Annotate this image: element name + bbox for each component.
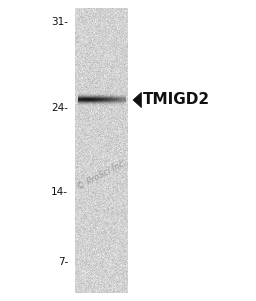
Text: 24-: 24- <box>51 103 68 113</box>
Polygon shape <box>133 92 142 108</box>
Text: TMIGD2: TMIGD2 <box>143 92 210 107</box>
Text: 7-: 7- <box>58 257 68 267</box>
Text: © ProSci Inc.: © ProSci Inc. <box>76 158 128 192</box>
Text: 14-: 14- <box>51 187 68 197</box>
Text: 31-: 31- <box>51 17 68 27</box>
